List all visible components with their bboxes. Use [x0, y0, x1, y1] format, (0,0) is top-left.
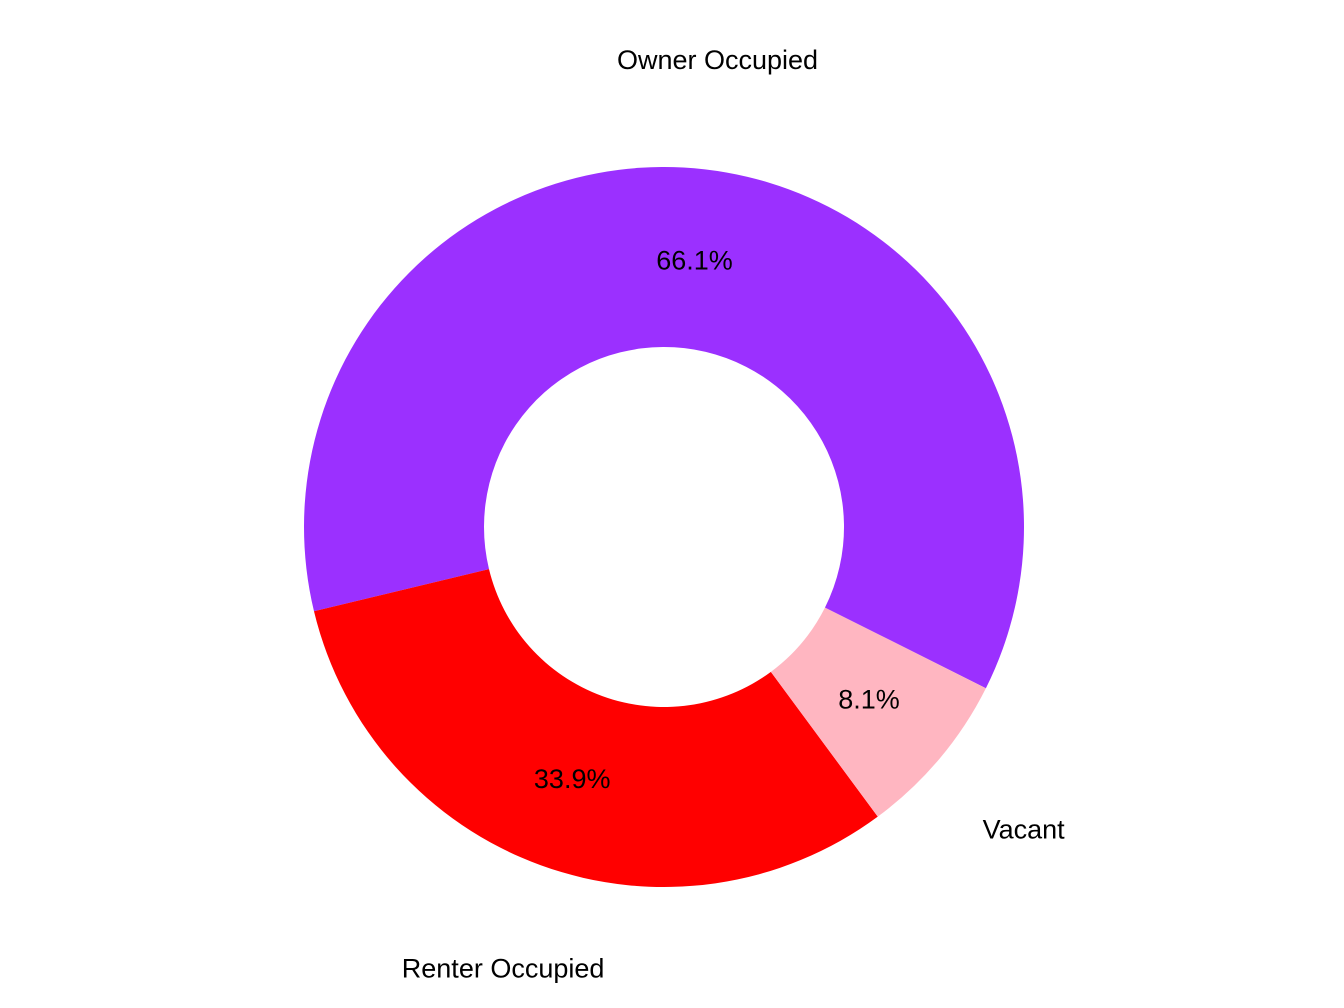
slice-percent-label-owner-occupied: 66.1%: [656, 246, 733, 276]
slice-name-label-renter-occupied: Renter Occupied: [402, 954, 605, 984]
pie-slice-vacant: [770, 607, 986, 817]
slice-percent-label-vacant: 8.1%: [838, 685, 900, 715]
pie-slice-owner-occupied: [304, 167, 1025, 689]
slice-percent-label-renter-occupied: 33.9%: [534, 764, 611, 794]
pie-slice-renter-occupied: [313, 569, 878, 888]
slice-name-label-vacant: Vacant: [983, 815, 1066, 845]
slice-name-label-owner-occupied: Owner Occupied: [617, 45, 818, 75]
